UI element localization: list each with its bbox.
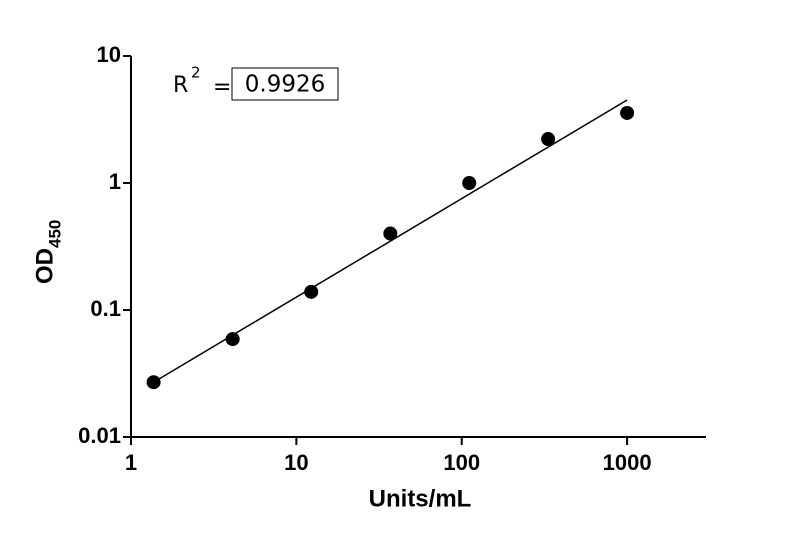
fit-line [153, 99, 628, 383]
y-axis-label-sub: 450 [45, 220, 64, 248]
annotation-box [231, 67, 339, 101]
x-axis-label: Units/mL [369, 485, 472, 512]
x-tick-label: 1000 [603, 450, 652, 475]
annotation-superscript: 2 [191, 64, 201, 82]
annotation-label: R [173, 73, 188, 98]
data-point [225, 332, 240, 347]
x-tick-label: 10 [284, 450, 308, 475]
data-point [620, 105, 635, 120]
data-point [146, 375, 161, 390]
data-point [383, 226, 398, 241]
x-tick-label: 1 [125, 450, 137, 475]
annotation-equals: = [213, 75, 231, 100]
annotation-value: 0.9926 [245, 72, 325, 98]
y-axis-label-group: OD 450 [31, 220, 64, 284]
y-tick-label: 1 [109, 169, 121, 194]
x-tick-label: 100 [443, 450, 480, 475]
data-point [541, 132, 556, 147]
data-point [462, 176, 477, 190]
y-tick-label: 0.01 [78, 423, 121, 448]
y-axis-label: OD [31, 248, 58, 284]
data-point [304, 284, 319, 299]
y-tick-label: 10 [97, 42, 121, 67]
y-tick-label: 0.1 [90, 296, 121, 321]
